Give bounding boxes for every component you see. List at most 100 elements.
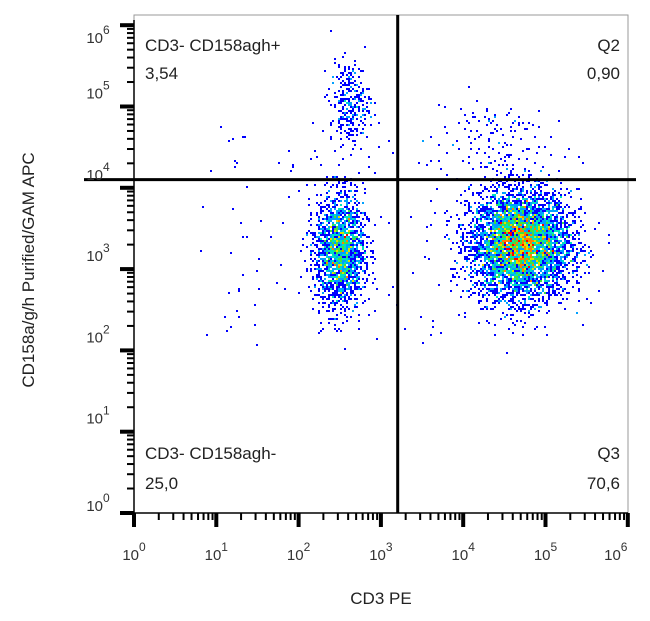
event-dot bbox=[480, 210, 482, 212]
event-dot bbox=[512, 332, 514, 334]
event-dot bbox=[550, 240, 552, 242]
event-dot bbox=[480, 224, 482, 226]
event-dot bbox=[514, 262, 516, 264]
event-dot bbox=[528, 236, 530, 238]
event-dot bbox=[328, 252, 330, 254]
event-dot bbox=[330, 270, 332, 272]
event-dot bbox=[482, 264, 484, 266]
event-dot bbox=[458, 314, 460, 316]
event-dot bbox=[550, 262, 552, 264]
event-dot bbox=[348, 190, 350, 192]
event-dot bbox=[210, 170, 212, 172]
event-dot bbox=[534, 206, 536, 208]
event-dot bbox=[494, 246, 496, 248]
event-dot bbox=[530, 228, 532, 230]
event-dot bbox=[468, 186, 470, 188]
event-dot bbox=[534, 228, 536, 230]
event-dot bbox=[352, 232, 354, 234]
event-dot bbox=[566, 254, 568, 256]
event-dot bbox=[356, 226, 358, 228]
event-dot bbox=[558, 302, 560, 304]
event-dot bbox=[350, 288, 352, 290]
y-minor-tick bbox=[127, 194, 134, 197]
event-dot bbox=[566, 226, 568, 228]
event-dot bbox=[346, 300, 348, 302]
event-dot bbox=[310, 250, 312, 252]
event-dot bbox=[356, 286, 358, 288]
event-dot bbox=[482, 268, 484, 270]
event-dot bbox=[494, 210, 496, 212]
event-dot bbox=[484, 240, 486, 242]
event-dot bbox=[552, 274, 554, 276]
event-dot bbox=[542, 246, 544, 248]
event-dot bbox=[500, 232, 502, 234]
event-dot bbox=[500, 196, 502, 198]
event-dot bbox=[460, 240, 462, 242]
event-dot bbox=[500, 254, 502, 256]
event-dot bbox=[298, 292, 300, 294]
event-dot bbox=[534, 242, 536, 244]
event-dot bbox=[520, 310, 522, 312]
event-dot bbox=[356, 248, 358, 250]
event-dot bbox=[550, 294, 552, 296]
event-dot bbox=[342, 210, 344, 212]
event-dot bbox=[518, 284, 520, 286]
event-dot bbox=[464, 246, 466, 248]
event-dot bbox=[356, 298, 358, 300]
event-dot bbox=[352, 220, 354, 222]
event-dot bbox=[492, 258, 494, 260]
event-dot bbox=[328, 268, 330, 270]
event-dot bbox=[498, 206, 500, 208]
event-dot bbox=[486, 188, 488, 190]
event-dot bbox=[516, 294, 518, 296]
y-tick-label: 102 bbox=[86, 322, 110, 346]
event-dot bbox=[494, 254, 496, 256]
event-dot bbox=[486, 306, 488, 308]
event-dot bbox=[566, 204, 568, 206]
event-dot bbox=[510, 214, 512, 216]
event-dot bbox=[344, 240, 346, 242]
event-dot bbox=[550, 242, 552, 244]
event-dot bbox=[512, 222, 514, 224]
event-dot bbox=[458, 218, 460, 220]
event-dot bbox=[526, 210, 528, 212]
event-dot bbox=[562, 256, 564, 258]
event-dot bbox=[498, 224, 500, 226]
event-dot bbox=[548, 204, 550, 206]
x-minor-tick bbox=[449, 513, 452, 520]
event-dot bbox=[498, 238, 500, 240]
event-dot bbox=[472, 292, 474, 294]
event-dot bbox=[446, 174, 448, 176]
event-dot bbox=[570, 244, 572, 246]
event-dot bbox=[486, 202, 488, 204]
event-dot bbox=[538, 224, 540, 226]
event-dot bbox=[352, 278, 354, 280]
y-minor-tick bbox=[127, 32, 134, 35]
event-dot bbox=[542, 240, 544, 242]
event-dot bbox=[332, 264, 334, 266]
event-dot bbox=[500, 230, 502, 232]
event-dot bbox=[540, 192, 542, 194]
event-dot bbox=[530, 232, 532, 234]
event-dot bbox=[334, 254, 336, 256]
event-dot bbox=[510, 292, 512, 294]
event-dot bbox=[326, 196, 328, 198]
event-dot bbox=[528, 240, 530, 242]
event-dot bbox=[332, 230, 334, 232]
event-dot bbox=[336, 260, 338, 262]
event-dot bbox=[370, 124, 372, 126]
event-dot bbox=[350, 270, 352, 272]
event-dot bbox=[354, 268, 356, 270]
event-dot bbox=[492, 278, 494, 280]
event-dot bbox=[470, 222, 472, 224]
event-dot bbox=[326, 252, 328, 254]
event-dot bbox=[362, 258, 364, 260]
event-dot bbox=[328, 222, 330, 224]
event-dot bbox=[536, 234, 538, 236]
event-dot bbox=[360, 94, 362, 96]
event-dot bbox=[488, 290, 490, 292]
event-dot bbox=[348, 274, 350, 276]
event-dot bbox=[348, 244, 350, 246]
event-dot bbox=[332, 260, 334, 262]
